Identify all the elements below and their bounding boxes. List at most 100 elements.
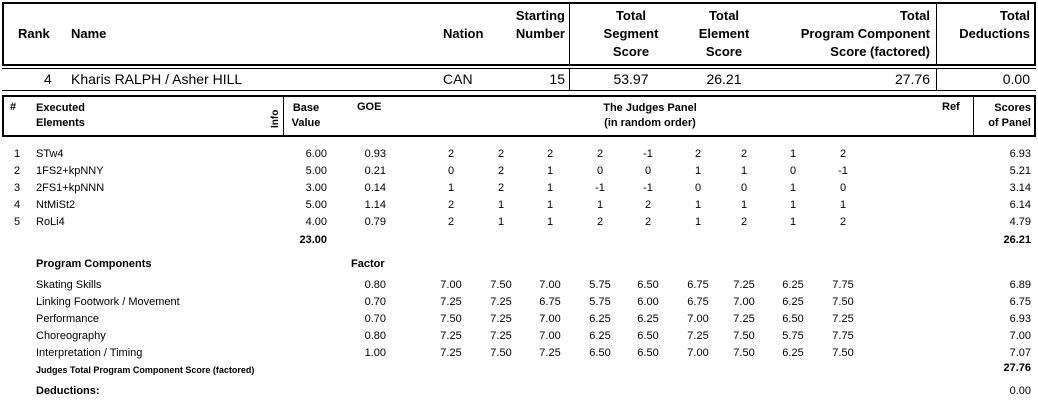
judge-mark: 7.75 (832, 279, 854, 291)
element-number: 4 (14, 199, 21, 211)
total-pcs-header: Total Program Component Score (factored) (800, 8, 930, 59)
judge-mark: 7.50 (733, 330, 755, 342)
element-name: RoLi4 (36, 216, 65, 228)
skater-nation: CAN (443, 71, 473, 87)
component-panel-score: 6.93 (1009, 313, 1031, 325)
judges-total-pcs-label: Judges Total Program Component Score (fa… (36, 365, 255, 375)
judge-mark: 7.25 (490, 313, 512, 325)
num-header: # (10, 101, 17, 113)
judges-total-pcs-value: 27.76 (1003, 362, 1031, 374)
element-base-value: 4.00 (305, 216, 327, 228)
judge-mark: 7.00 (733, 296, 755, 308)
judge-mark: 7.00 (539, 330, 561, 342)
judge-mark: 7.00 (687, 313, 709, 325)
judge-score: 2 (596, 216, 604, 228)
judge-mark: 7.25 (733, 313, 755, 325)
judge-score: 1 (694, 199, 702, 211)
judge-score: 0 (740, 182, 748, 194)
component-name: Linking Footwork / Movement (36, 296, 180, 308)
judge-score: 2 (447, 216, 455, 228)
judge-score: 2 (447, 199, 455, 211)
judge-mark: 6.75 (539, 296, 561, 308)
base-value-header: Base Value (291, 102, 321, 129)
judge-mark: 6.50 (637, 347, 659, 359)
judge-mark: 7.00 (687, 347, 709, 359)
total-deductions-header: Total Deductions (959, 8, 1030, 41)
judge-score: 2 (497, 182, 505, 194)
total-segment-score-header: Total Segment Score (603, 8, 659, 59)
judge-score: 2 (740, 148, 748, 160)
goe-header: GOE (357, 101, 382, 113)
judge-score: 1 (694, 216, 702, 228)
judge-mark: 6.25 (589, 313, 611, 325)
component-name: Interpretation / Timing (36, 347, 143, 359)
element-base-value: 3.00 (305, 182, 327, 194)
element-number: 3 (14, 182, 21, 194)
judge-score: 2 (839, 216, 847, 228)
skater-rank: 4 (44, 71, 52, 87)
judge-score: 0 (447, 165, 455, 177)
scores-of-panel-header: Scores of Panel (988, 102, 1031, 129)
judge-mark: 6.50 (782, 313, 804, 325)
judge-score: -1 (643, 182, 653, 194)
judge-score: 1 (694, 165, 702, 177)
judge-score: 0 (789, 165, 797, 177)
judge-mark: 7.25 (832, 313, 854, 325)
judge-mark: 7.25 (687, 330, 709, 342)
element-number: 2 (14, 165, 21, 177)
component-name: Performance (36, 313, 99, 325)
executed-elements-header: Executed Elements (36, 102, 85, 129)
judge-mark: 5.75 (589, 296, 611, 308)
judge-score: 2 (694, 148, 702, 160)
judge-score: -1 (643, 148, 653, 160)
judge-score: 0 (644, 165, 652, 177)
judge-score: 1 (546, 199, 554, 211)
judge-mark: 6.50 (637, 330, 659, 342)
nation-header: Nation (443, 26, 484, 41)
judge-mark: 6.25 (637, 313, 659, 325)
component-factor: 0.70 (364, 313, 386, 325)
judge-score: 2 (447, 148, 455, 160)
judge-mark: 6.25 (782, 296, 804, 308)
judge-score: 2 (497, 148, 505, 160)
judge-mark: 7.25 (440, 296, 462, 308)
judge-mark: 6.25 (589, 330, 611, 342)
total-element-score-header: Total Element Score (698, 8, 750, 59)
element-goe: 0.21 (364, 165, 386, 177)
skater-name: Kharis RALPH / Asher HILL (71, 71, 243, 87)
judge-score: 2 (596, 148, 604, 160)
component-panel-score: 6.89 (1009, 279, 1031, 291)
judge-mark: 6.50 (637, 279, 659, 291)
component-factor: 1.00 (364, 347, 386, 359)
judge-mark: 5.75 (782, 330, 804, 342)
judge-score: -1 (838, 165, 848, 177)
judge-score: 1 (546, 182, 554, 194)
element-name: STw4 (36, 148, 64, 160)
element-goe: 0.79 (364, 216, 386, 228)
judge-mark: 6.25 (782, 347, 804, 359)
elements-base-total: 23.00 (299, 234, 327, 246)
skater-starting-number: 15 (549, 71, 565, 87)
element-goe: 0.14 (364, 182, 386, 194)
component-factor: 0.80 (364, 279, 386, 291)
judge-score: 1 (497, 216, 505, 228)
judge-score: 0 (596, 165, 604, 177)
judge-mark: 7.50 (733, 347, 755, 359)
judge-score: 1 (839, 199, 847, 211)
elements-score-total: 26.21 (1003, 234, 1031, 246)
judge-score: 1 (740, 165, 748, 177)
judge-mark: 6.75 (687, 279, 709, 291)
judge-mark: 7.50 (490, 279, 512, 291)
judge-mark: 7.25 (539, 347, 561, 359)
element-number: 5 (14, 216, 21, 228)
judge-mark: 6.00 (637, 296, 659, 308)
element-name: NtMiSt2 (36, 199, 76, 211)
judge-score: 0 (839, 182, 847, 194)
element-base-value: 6.00 (305, 148, 327, 160)
judge-mark: 7.50 (832, 296, 854, 308)
summary-header-box (2, 2, 1036, 66)
elements-header-box (2, 95, 1036, 137)
judge-mark: 7.25 (733, 279, 755, 291)
element-panel-score: 4.79 (1009, 216, 1031, 228)
judge-score: 2 (740, 216, 748, 228)
